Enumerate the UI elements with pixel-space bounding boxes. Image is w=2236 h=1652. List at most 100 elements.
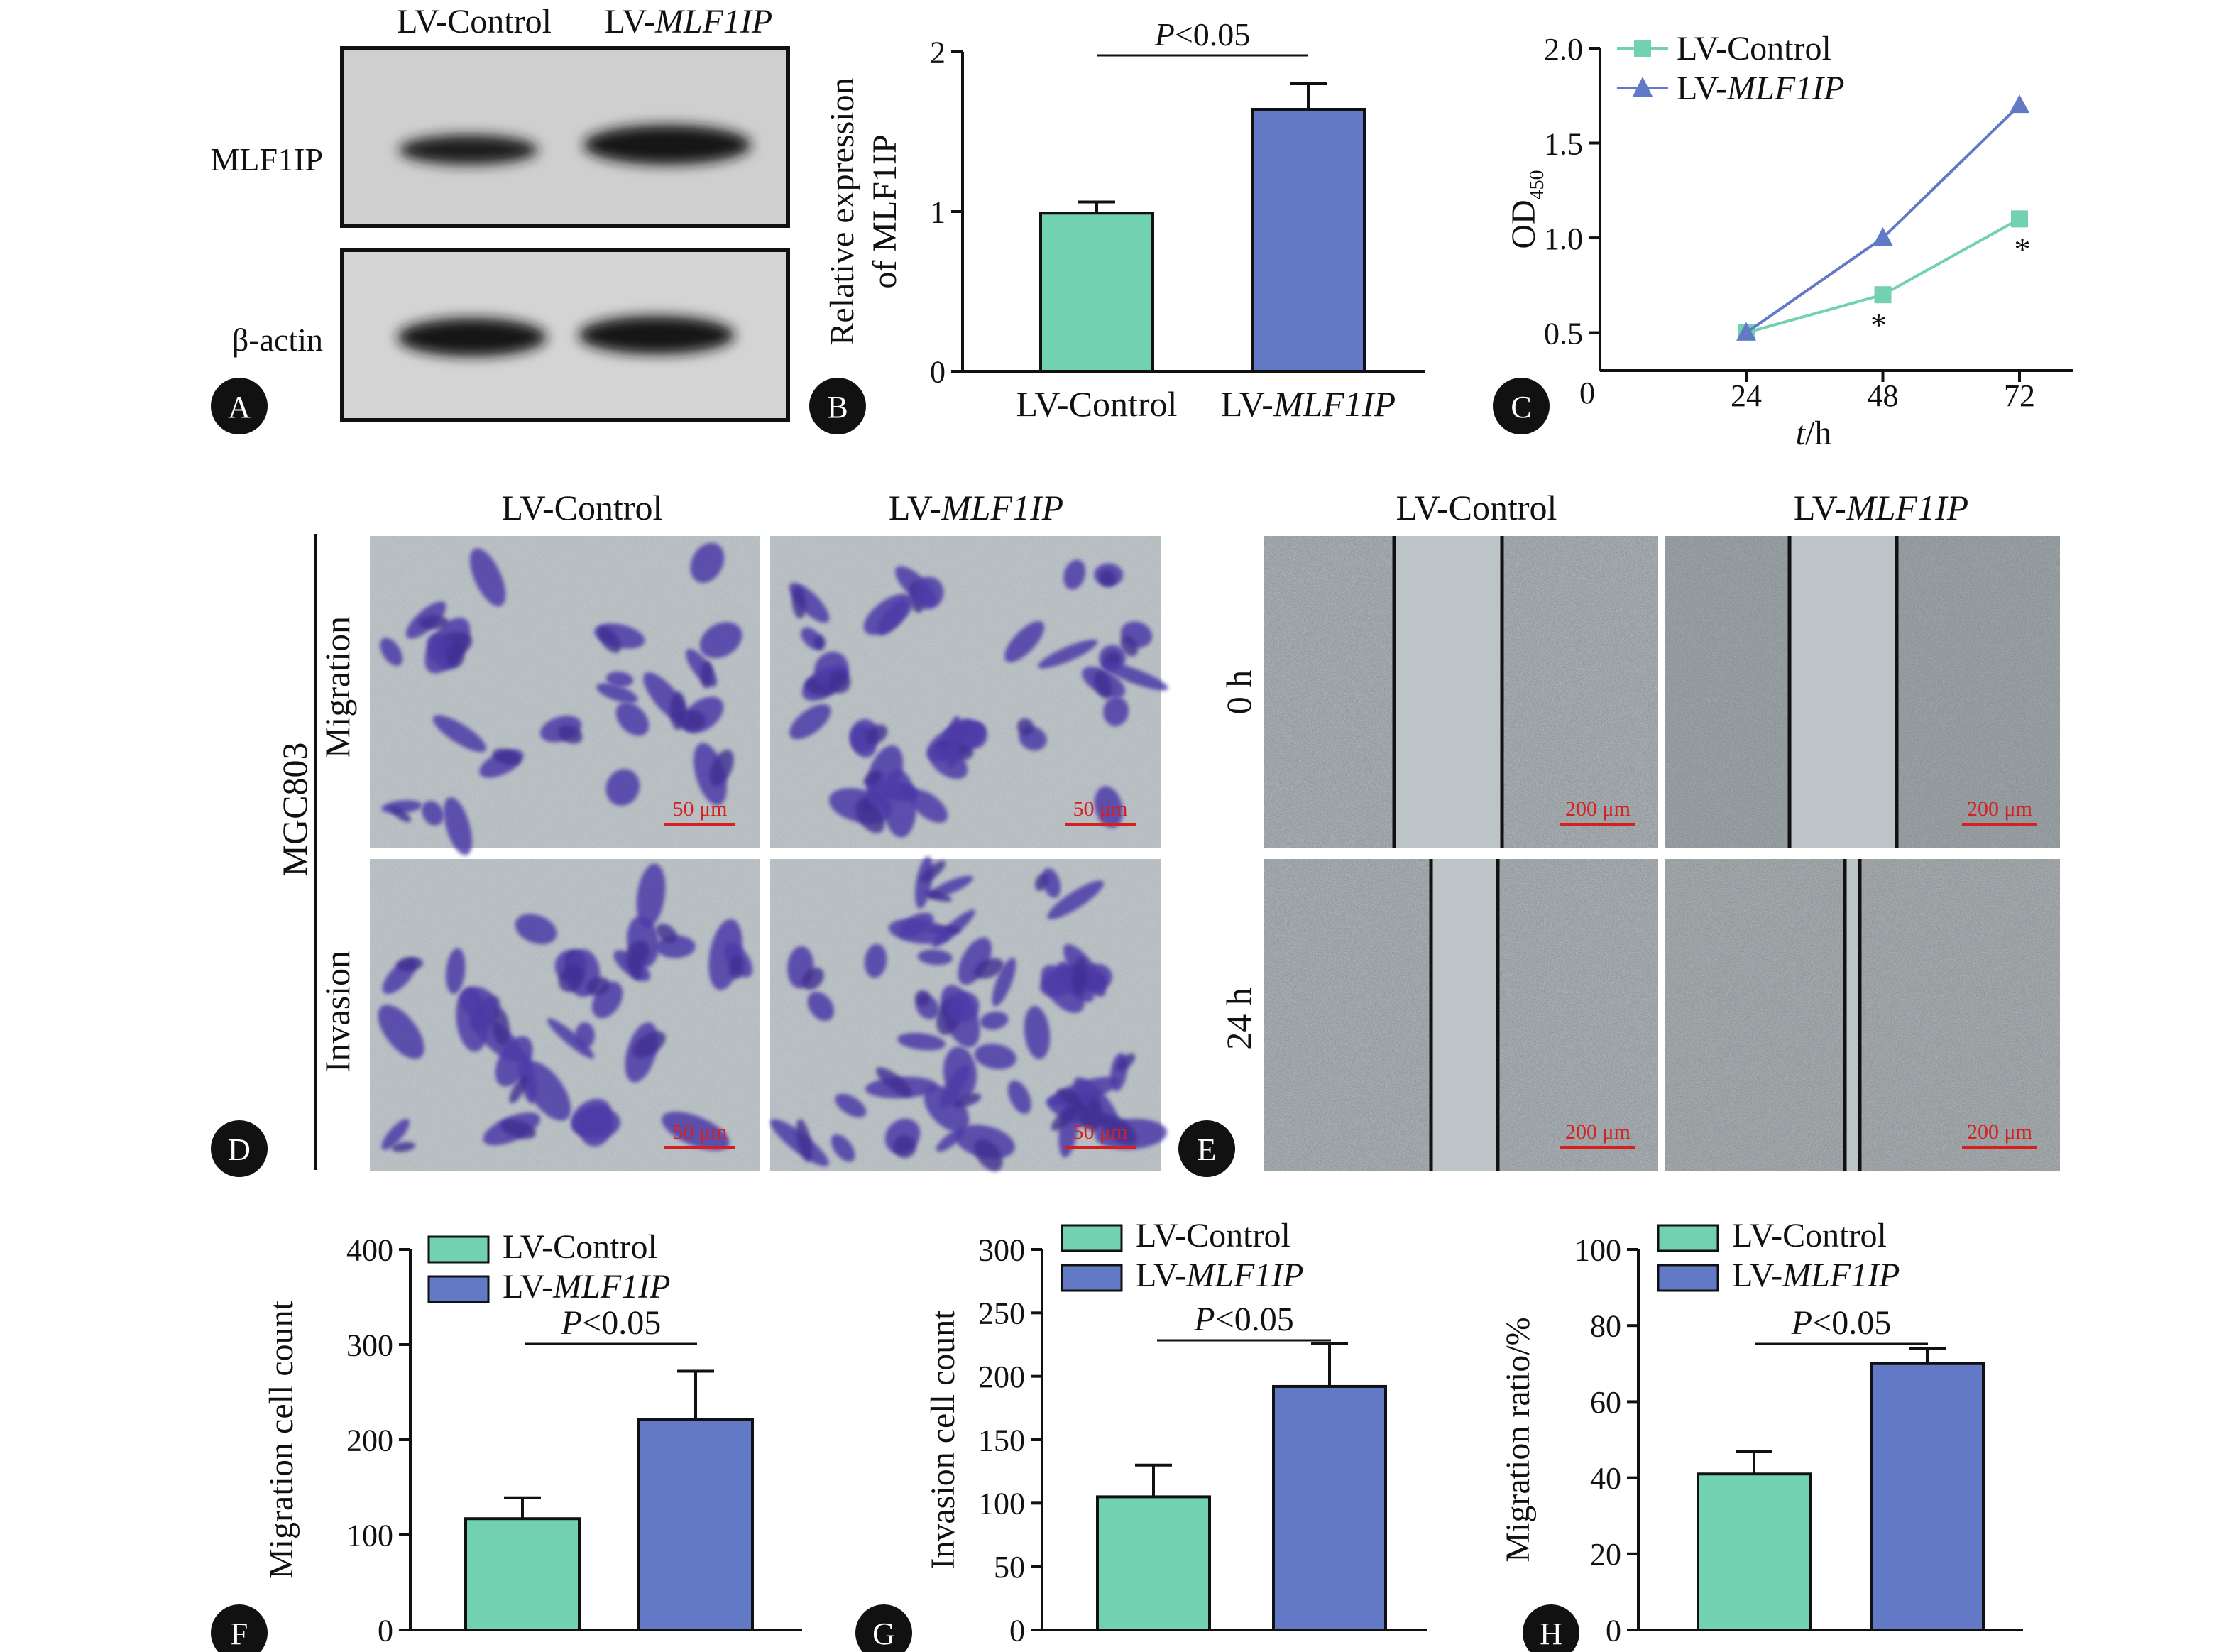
stained-cell — [947, 992, 980, 1022]
legend-swatch — [427, 1235, 490, 1264]
stained-cell — [946, 716, 962, 769]
panel-a-western-blot: LV-Control LV-MLF1IP MLF1IP β-actin — [211, 3, 790, 422]
stained-cell — [980, 1011, 1009, 1030]
stained-cell — [835, 1093, 867, 1117]
stained-cell — [953, 1093, 982, 1108]
wound-row-label-24h: 24 h — [1219, 988, 1259, 1050]
x-tick-label: LV-MLF1IP — [1221, 384, 1396, 424]
panel-letter: A — [228, 390, 251, 425]
stained-cell — [1047, 880, 1104, 919]
stained-cell — [1038, 640, 1098, 669]
stained-cell — [863, 770, 882, 786]
panel-letter: E — [1198, 1132, 1217, 1167]
wound-micrograph-grid: 200 μm 200 μm 200 μm 200 μm — [1264, 536, 2060, 1171]
stained-cell — [491, 1007, 510, 1046]
panel-e-wound-healing: LV-Control LV-MLF1IP 0 h 24 h 200 μm 200 … — [1219, 488, 2060, 1171]
panel-letter: C — [1511, 390, 1531, 425]
stained-cell — [897, 1032, 946, 1051]
stained-cell — [923, 890, 952, 902]
panel-h-bar-chart: 0 20 40 60 80 100 Migration ratio/% P<0.05 LV-Co… — [1499, 1217, 2023, 1648]
bar — [1096, 1495, 1211, 1631]
y-tick-label: 20 — [1590, 1537, 1621, 1572]
stained-cell — [669, 691, 686, 731]
stained-cell — [915, 990, 931, 1006]
stained-cell — [1103, 696, 1129, 726]
legend-swatch — [1061, 1264, 1123, 1292]
stained-cell — [789, 704, 831, 740]
x-axis-title: t/h — [1796, 415, 1832, 452]
x-tick-label: 72 — [2004, 378, 2035, 413]
panel-letter: B — [827, 390, 848, 425]
scale-bar-label: 200 μm — [1565, 797, 1631, 821]
blot-col-label-mlf1ip: LV-MLF1IP — [605, 3, 772, 40]
stained-cell — [432, 715, 486, 753]
stained-cell — [500, 1119, 537, 1139]
stained-cell — [1004, 621, 1045, 662]
y-tick-label: 300 — [978, 1232, 1025, 1267]
stained-cell — [636, 863, 666, 928]
stained-cell — [509, 1076, 528, 1103]
y-tick-label: 100 — [978, 1487, 1025, 1521]
blot-col-label-control: LV-Control — [397, 3, 552, 40]
y-tick-label: 2 — [930, 35, 946, 70]
stained-cell — [924, 1085, 970, 1132]
stained-cell — [492, 748, 521, 765]
bar — [464, 1517, 581, 1631]
stained-cell — [992, 958, 1016, 1007]
panel-letter-badge — [1493, 378, 1550, 434]
stained-cell — [801, 967, 824, 990]
panel-letter: G — [872, 1617, 895, 1651]
data-point — [1874, 286, 1892, 304]
y-tick-label: 200 — [346, 1423, 393, 1457]
stained-cell — [579, 1105, 613, 1147]
legend-swatch — [1657, 1264, 1719, 1292]
y-tick-label: 300 — [346, 1328, 393, 1362]
stained-cell — [1120, 635, 1139, 657]
y-tick-label: 60 — [1590, 1385, 1621, 1420]
legend-label: LV-Control — [1677, 30, 1831, 67]
stained-cell — [515, 914, 557, 945]
panel-letter-badge — [211, 378, 268, 434]
stained-cell — [628, 954, 643, 980]
stained-cell — [418, 615, 449, 630]
blot-row-label-actin: β-actin — [232, 322, 323, 358]
scale-bar-label: 50 μm — [673, 797, 728, 821]
stained-cell — [850, 718, 879, 753]
stained-cell — [920, 860, 946, 883]
transwell-col-label-mlf1ip: LV-MLF1IP — [889, 488, 1063, 527]
y-axis-title: Invasion cell count — [924, 1310, 962, 1570]
stained-cell — [1024, 1005, 1051, 1059]
stained-cell — [913, 576, 944, 610]
y-tick-label: 250 — [978, 1296, 1025, 1331]
stained-cell — [1087, 1095, 1103, 1134]
stained-cell — [807, 992, 834, 1022]
stained-cell — [391, 1142, 415, 1152]
data-point — [1873, 227, 1893, 246]
legend-swatch — [1657, 1224, 1719, 1252]
stained-cell — [390, 806, 412, 822]
legend-label: LV-MLF1IP — [503, 1268, 670, 1306]
y-tick-label: 40 — [1590, 1461, 1621, 1496]
panel-letter: H — [1540, 1617, 1562, 1651]
stained-cell — [1051, 1104, 1080, 1131]
cell-line-label: MGC803 — [275, 743, 314, 877]
stained-cell — [974, 1044, 1016, 1070]
y-tick-label: 1.5 — [1544, 127, 1583, 162]
stained-cell — [446, 643, 465, 668]
y-axis-title: Migration ratio/% — [1499, 1317, 1537, 1562]
y-tick-label: 200 — [978, 1360, 1025, 1394]
stained-cell — [632, 1031, 666, 1059]
blot-band-treated-actin — [579, 316, 735, 354]
legend-label: LV-MLF1IP — [1136, 1257, 1303, 1294]
stained-cell — [1116, 1053, 1136, 1071]
stained-cell — [422, 801, 444, 826]
panel-g-bar-chart: 0 50 100 150 200 250 300 Invasion cell count P<0… — [924, 1217, 1427, 1648]
significance-star: * — [2015, 231, 2031, 267]
blot-band-treated-mlf1ip — [583, 125, 751, 165]
panel-letter-badge — [855, 1604, 912, 1652]
stained-cell — [558, 965, 584, 992]
panel-letter-badge — [1178, 1120, 1235, 1177]
wound-col-label-mlf1ip: LV-MLF1IP — [1794, 488, 1968, 527]
legend-label: LV-Control — [1732, 1217, 1887, 1254]
